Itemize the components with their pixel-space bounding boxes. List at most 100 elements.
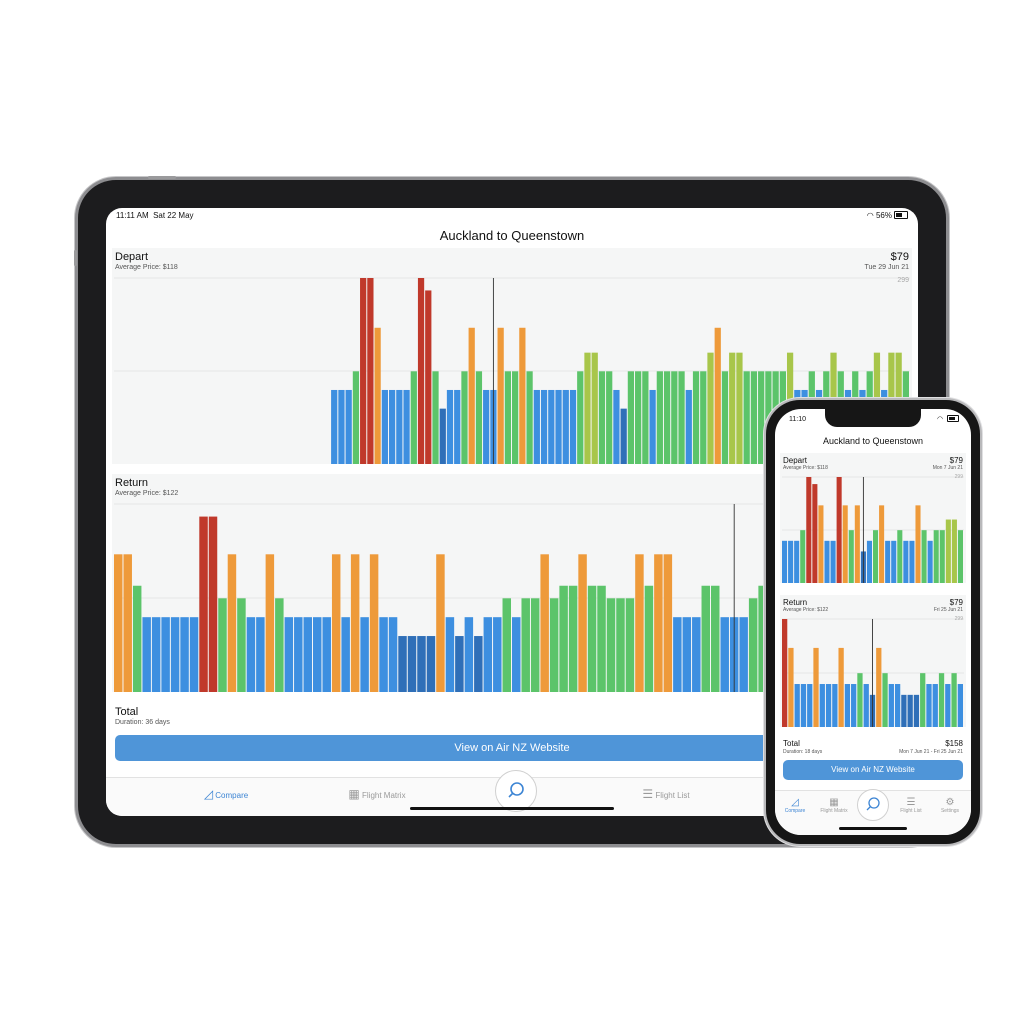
price-bar[interactable] bbox=[474, 636, 483, 692]
price-bar[interactable] bbox=[782, 619, 788, 727]
price-bar[interactable] bbox=[454, 389, 461, 464]
price-bar[interactable] bbox=[530, 598, 540, 692]
price-bar[interactable] bbox=[750, 371, 758, 464]
view-website-button[interactable]: View on Air NZ Website bbox=[783, 760, 963, 780]
price-bar[interactable] bbox=[656, 371, 663, 464]
tab-compare[interactable]: ◿ Compare bbox=[779, 797, 811, 814]
price-bar[interactable] bbox=[957, 684, 963, 727]
price-bar[interactable] bbox=[341, 617, 350, 692]
price-bar[interactable] bbox=[800, 684, 807, 727]
price-bar[interactable] bbox=[682, 617, 692, 692]
price-bar[interactable] bbox=[284, 617, 294, 692]
price-bar[interactable] bbox=[350, 554, 360, 692]
price-bar[interactable] bbox=[897, 530, 903, 583]
price-bar[interactable] bbox=[519, 327, 526, 464]
price-bar[interactable] bbox=[635, 371, 642, 464]
price-bar[interactable] bbox=[765, 371, 772, 464]
price-bar[interactable] bbox=[237, 598, 246, 692]
price-bar[interactable] bbox=[512, 371, 519, 464]
price-bar[interactable] bbox=[180, 617, 189, 692]
price-bar[interactable] bbox=[352, 371, 360, 464]
price-bar[interactable] bbox=[692, 371, 700, 464]
price-bar[interactable] bbox=[854, 505, 860, 583]
price-bar[interactable] bbox=[548, 389, 555, 464]
price-bar[interactable] bbox=[671, 371, 678, 464]
price-bar[interactable] bbox=[926, 684, 932, 727]
price-bar[interactable] bbox=[873, 530, 879, 583]
price-bar[interactable] bbox=[151, 617, 161, 692]
price-bar[interactable] bbox=[945, 684, 951, 727]
price-bar[interactable] bbox=[707, 352, 714, 464]
price-bar[interactable] bbox=[842, 505, 848, 583]
price-bar[interactable] bbox=[673, 617, 682, 692]
tab-flight-list[interactable]: ☰ Flight List bbox=[893, 797, 929, 814]
price-bar[interactable] bbox=[606, 598, 616, 692]
price-bar[interactable] bbox=[627, 371, 635, 464]
price-bar[interactable] bbox=[951, 519, 957, 583]
price-bar[interactable] bbox=[256, 617, 265, 692]
price-bar[interactable] bbox=[879, 505, 885, 583]
price-bar[interactable] bbox=[559, 585, 568, 692]
price-bar[interactable] bbox=[711, 585, 720, 692]
price-bar[interactable] bbox=[748, 598, 758, 692]
price-bar[interactable] bbox=[497, 327, 504, 464]
price-bar[interactable] bbox=[568, 585, 578, 692]
price-bar[interactable] bbox=[736, 352, 743, 464]
price-bar[interactable] bbox=[521, 598, 530, 692]
price-bar[interactable] bbox=[464, 617, 474, 692]
price-bar[interactable] bbox=[806, 477, 812, 583]
price-bar[interactable] bbox=[483, 389, 490, 464]
search-button[interactable] bbox=[857, 789, 889, 821]
price-bar[interactable] bbox=[945, 519, 951, 583]
tab-flight-matrix[interactable]: ▦ Flight Matrix bbox=[815, 797, 853, 814]
price-bar[interactable] bbox=[569, 389, 577, 464]
price-bar[interactable] bbox=[218, 598, 227, 692]
price-bar[interactable] bbox=[294, 617, 303, 692]
tab-settings[interactable]: ⚙ Settings bbox=[933, 797, 967, 814]
price-bar[interactable] bbox=[644, 585, 654, 692]
search-button[interactable] bbox=[495, 770, 537, 812]
price-bar[interactable] bbox=[455, 636, 464, 692]
price-bar[interactable] bbox=[921, 530, 927, 583]
price-bar[interactable] bbox=[446, 389, 454, 464]
price-bar[interactable] bbox=[909, 540, 915, 583]
price-bar[interactable] bbox=[654, 554, 663, 692]
price-bar[interactable] bbox=[915, 505, 921, 583]
price-bar[interactable] bbox=[246, 617, 256, 692]
price-bar[interactable] bbox=[824, 540, 830, 583]
price-bar[interactable] bbox=[907, 694, 913, 727]
price-bar[interactable] bbox=[788, 540, 794, 583]
price-bar[interactable] bbox=[331, 554, 341, 692]
return-chart[interactable] bbox=[780, 595, 966, 727]
price-bar[interactable] bbox=[439, 408, 446, 464]
price-bar[interactable] bbox=[591, 352, 598, 464]
price-bar[interactable] bbox=[743, 371, 750, 464]
price-bar[interactable] bbox=[794, 540, 800, 583]
price-bar[interactable] bbox=[483, 617, 493, 692]
price-bar[interactable] bbox=[739, 617, 748, 692]
price-bar[interactable] bbox=[396, 389, 403, 464]
price-bar[interactable] bbox=[866, 540, 872, 583]
price-bar[interactable] bbox=[616, 598, 625, 692]
price-bar[interactable] bbox=[951, 673, 957, 727]
price-bar[interactable] bbox=[813, 647, 819, 727]
price-bar[interactable] bbox=[620, 408, 627, 464]
price-bar[interactable] bbox=[901, 694, 907, 727]
price-bar[interactable] bbox=[562, 389, 569, 464]
price-bar[interactable] bbox=[782, 540, 788, 583]
price-bar[interactable] bbox=[700, 371, 707, 464]
price-bar[interactable] bbox=[432, 371, 439, 464]
price-bar[interactable] bbox=[417, 636, 426, 692]
price-bar[interactable] bbox=[360, 278, 367, 464]
price-bar[interactable] bbox=[649, 389, 656, 464]
price-bar[interactable] bbox=[685, 389, 692, 464]
price-bar[interactable] bbox=[338, 389, 345, 464]
price-bar[interactable] bbox=[578, 554, 587, 692]
price-bar[interactable] bbox=[844, 684, 851, 727]
price-bar[interactable] bbox=[663, 371, 671, 464]
price-bar[interactable] bbox=[199, 516, 208, 692]
price-bar[interactable] bbox=[863, 684, 869, 727]
price-bar[interactable] bbox=[584, 352, 591, 464]
tab-compare[interactable]: ◿ Compare bbox=[186, 787, 266, 801]
price-bar[interactable] bbox=[345, 389, 352, 464]
